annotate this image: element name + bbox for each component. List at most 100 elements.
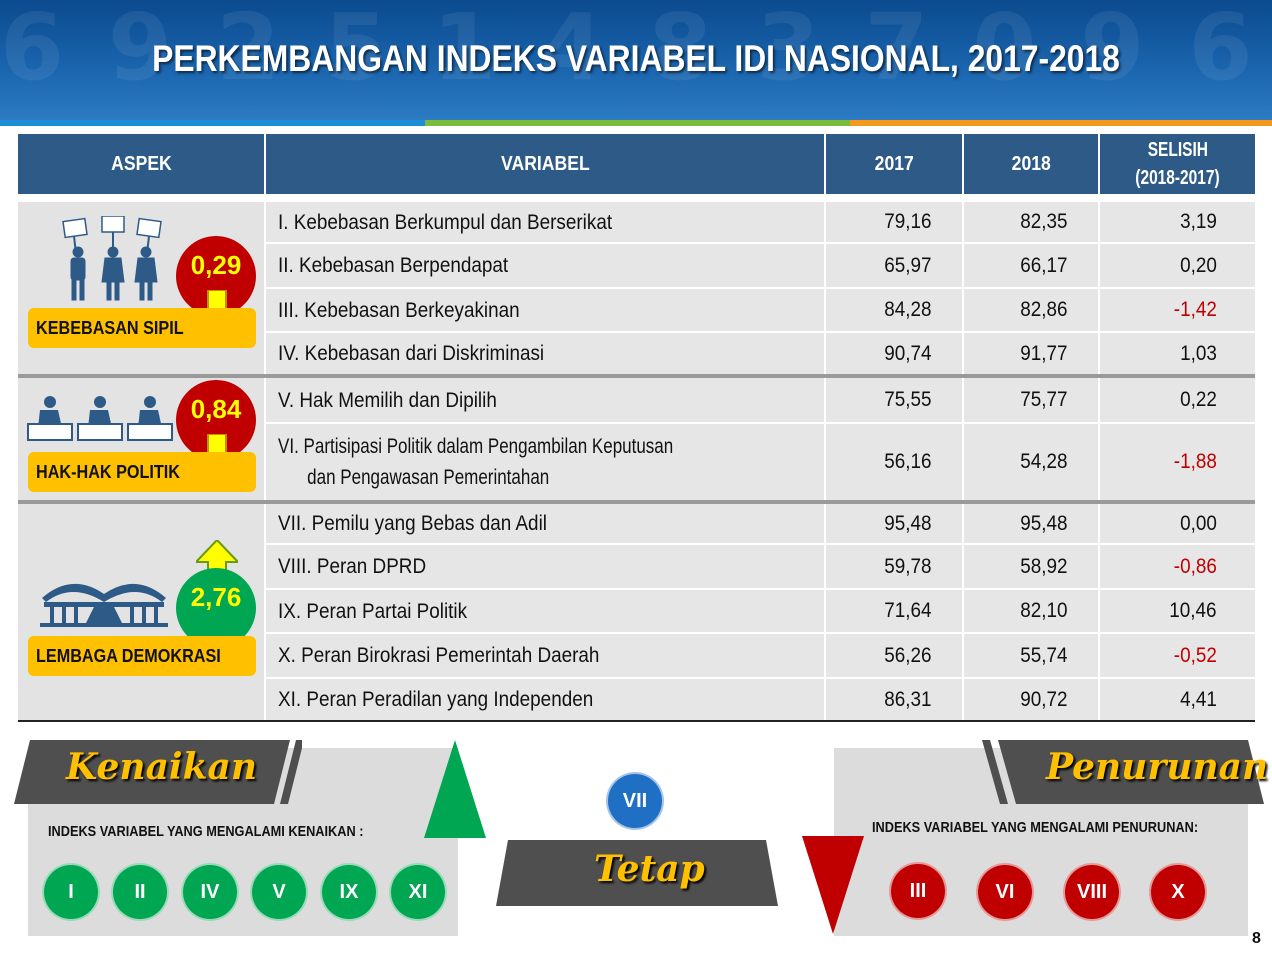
kenaikan-item: XI <box>389 863 447 921</box>
cell-variabel: X. Peran Birokrasi Pemerintah Daerah <box>278 644 600 667</box>
cell-2018: 54,28 <box>1020 450 1068 473</box>
group-divider <box>18 500 1255 504</box>
column-divider <box>962 545 964 588</box>
kenaikan-title: Kenaikan <box>66 746 258 788</box>
cell-selisih: -1,88 <box>1173 450 1217 473</box>
column-divider <box>962 289 964 331</box>
column-divider <box>824 590 826 632</box>
column-divider <box>1098 679 1100 720</box>
cell-selisih: 10,46 <box>1169 599 1217 622</box>
kenaikan-item: II <box>111 863 169 921</box>
cell-2018: 82,86 <box>1020 298 1068 321</box>
cell-2018: 82,35 <box>1020 210 1068 233</box>
header-variabel: VARIABEL <box>500 152 590 175</box>
header-divider <box>962 134 964 194</box>
header-2017: 2017 <box>874 152 914 175</box>
column-divider <box>824 545 826 588</box>
cell-2017: 90,74 <box>884 341 932 365</box>
column-divider <box>962 378 964 422</box>
kenaikan-item: I <box>42 863 100 921</box>
cell-selisih: 0,20 <box>1180 253 1217 277</box>
cell-variabel: III. Kebebasan Berkeyakinan <box>278 298 520 322</box>
column-divider <box>962 202 964 242</box>
column-divider <box>824 504 826 543</box>
accent-stripe-blue <box>0 120 425 126</box>
kenaikan-item: V <box>250 863 308 921</box>
cell-2017: 95,48 <box>884 511 932 535</box>
header-divider <box>824 134 826 194</box>
kenaikan-item: IX <box>320 863 378 921</box>
idi-table: ASPEK VARIABEL 2017 2018 SELISIH (2018-20… <box>18 134 1255 722</box>
header-2018: 2018 <box>1011 152 1051 175</box>
cell-variabel-line1: VI. Partisipasi Politik dalam Pengambila… <box>278 435 674 458</box>
header-selisih-line1: SELISIH <box>1147 139 1208 161</box>
cell-selisih: 3,19 <box>1180 210 1217 233</box>
column-divider <box>962 590 964 632</box>
decorative-digits-background: 6 9 2 5 1 4 8 3 7 0 9 6 5 2 8 1 3 <box>0 0 1272 101</box>
cell-2017: 65,97 <box>884 253 932 277</box>
aspect-label-lembaga-demokrasi: LEMBAGA DEMOKRASI <box>28 636 256 676</box>
column-divider <box>824 333 826 374</box>
column-divider <box>962 679 964 720</box>
column-divider <box>1098 289 1100 331</box>
cell-2018: 75,77 <box>1020 388 1068 411</box>
column-divider <box>1098 202 1100 242</box>
header-divider <box>1098 134 1100 194</box>
cell-2018: 82,10 <box>1020 599 1068 622</box>
tetap-banner <box>496 840 778 906</box>
title-banner: 6 9 2 5 1 4 8 3 7 0 9 6 5 2 8 1 3 PERKEM… <box>0 0 1272 120</box>
column-divider <box>1098 590 1100 632</box>
kenaikan-caption: INDEKS VARIABEL YANG MENGALAMI KENAIKAN … <box>48 823 364 840</box>
aspect-label-kebebasan-sipil: KEBEBASAN SIPIL <box>28 308 256 348</box>
table-row: III. Kebebasan Berkeyakinan 84,28 82,86 … <box>266 289 1255 331</box>
cell-2018: 90,72 <box>1020 687 1068 711</box>
penurunan-caption: INDEKS VARIABEL YANG MENGALAMI PENURUNAN… <box>872 819 1199 836</box>
cell-2017: 56,16 <box>884 450 932 473</box>
cell-variabel: I. Kebebasan Berkumpul dan Berserikat <box>278 210 613 234</box>
page-title: PERKEMBANGAN INDEKS VARIABEL IDI NASIONA… <box>152 38 1120 79</box>
header-aspek: ASPEK <box>110 152 172 175</box>
table-bottom-border <box>18 720 1255 722</box>
cell-2017: 71,64 <box>884 599 932 622</box>
header-selisih: SELISIH (2018-2017) <box>1100 134 1255 194</box>
cell-2017: 86,31 <box>884 687 932 711</box>
column-divider <box>824 244 826 287</box>
column-divider <box>824 634 826 677</box>
column-divider <box>962 333 964 374</box>
table-row: VII. Pemilu yang Bebas dan Adil 95,48 95… <box>266 504 1255 543</box>
cell-selisih: 1,03 <box>1180 341 1217 365</box>
penurunan-item: III <box>889 862 947 920</box>
column-divider <box>824 679 826 720</box>
table-row: XI. Peran Peradilan yang Independen 86,3… <box>266 679 1255 720</box>
aspect-label-hak-politik: HAK-HAK POLITIK <box>28 452 256 492</box>
cell-2017: 75,55 <box>884 388 932 411</box>
cell-2017: 56,26 <box>884 643 932 667</box>
penurunan-item: VI <box>976 863 1034 921</box>
cell-variabel: VIII. Peran DPRD <box>278 555 427 578</box>
change-value-lembaga-demokrasi: 2,76 <box>176 568 256 648</box>
accent-stripe-orange <box>850 120 1272 126</box>
cell-selisih: -1,42 <box>1173 298 1217 321</box>
column-divider <box>1098 545 1100 588</box>
table-row: I. Kebebasan Berkumpul dan Berserikat 79… <box>266 202 1255 242</box>
cell-2018: 95,48 <box>1020 511 1068 535</box>
table-row: IV. Kebebasan dari Diskriminasi 90,74 91… <box>266 333 1255 374</box>
cell-2017: 84,28 <box>884 298 932 321</box>
column-divider <box>1098 378 1100 422</box>
voters-icon <box>27 396 173 441</box>
header-divider <box>264 134 266 194</box>
table-row: VIII. Peran DPRD 59,78 58,92 -0,86 <box>266 545 1255 588</box>
column-divider <box>1098 634 1100 677</box>
cell-2017: 59,78 <box>884 554 932 578</box>
group-divider <box>18 374 1255 378</box>
table-header: ASPEK VARIABEL 2017 2018 SELISIH (2018-20… <box>18 134 1255 194</box>
cell-selisih: -0,86 <box>1173 554 1217 578</box>
column-divider <box>962 634 964 677</box>
header-selisih-line2: (2018-2017) <box>1135 167 1220 189</box>
table-row: II. Kebebasan Berpendapat 65,97 66,17 0,… <box>266 244 1255 287</box>
table-row: VI. Partisipasi Politik dalam Pengambila… <box>266 424 1255 500</box>
parliament-building-icon <box>40 583 168 627</box>
table-row: V. Hak Memilih dan Dipilih 75,55 75,77 0… <box>266 378 1255 422</box>
aspect-panel-lembaga-demokrasi: 2,76 LEMBAGA DEMOKRASI <box>18 504 264 720</box>
protesters-icon <box>62 216 162 301</box>
